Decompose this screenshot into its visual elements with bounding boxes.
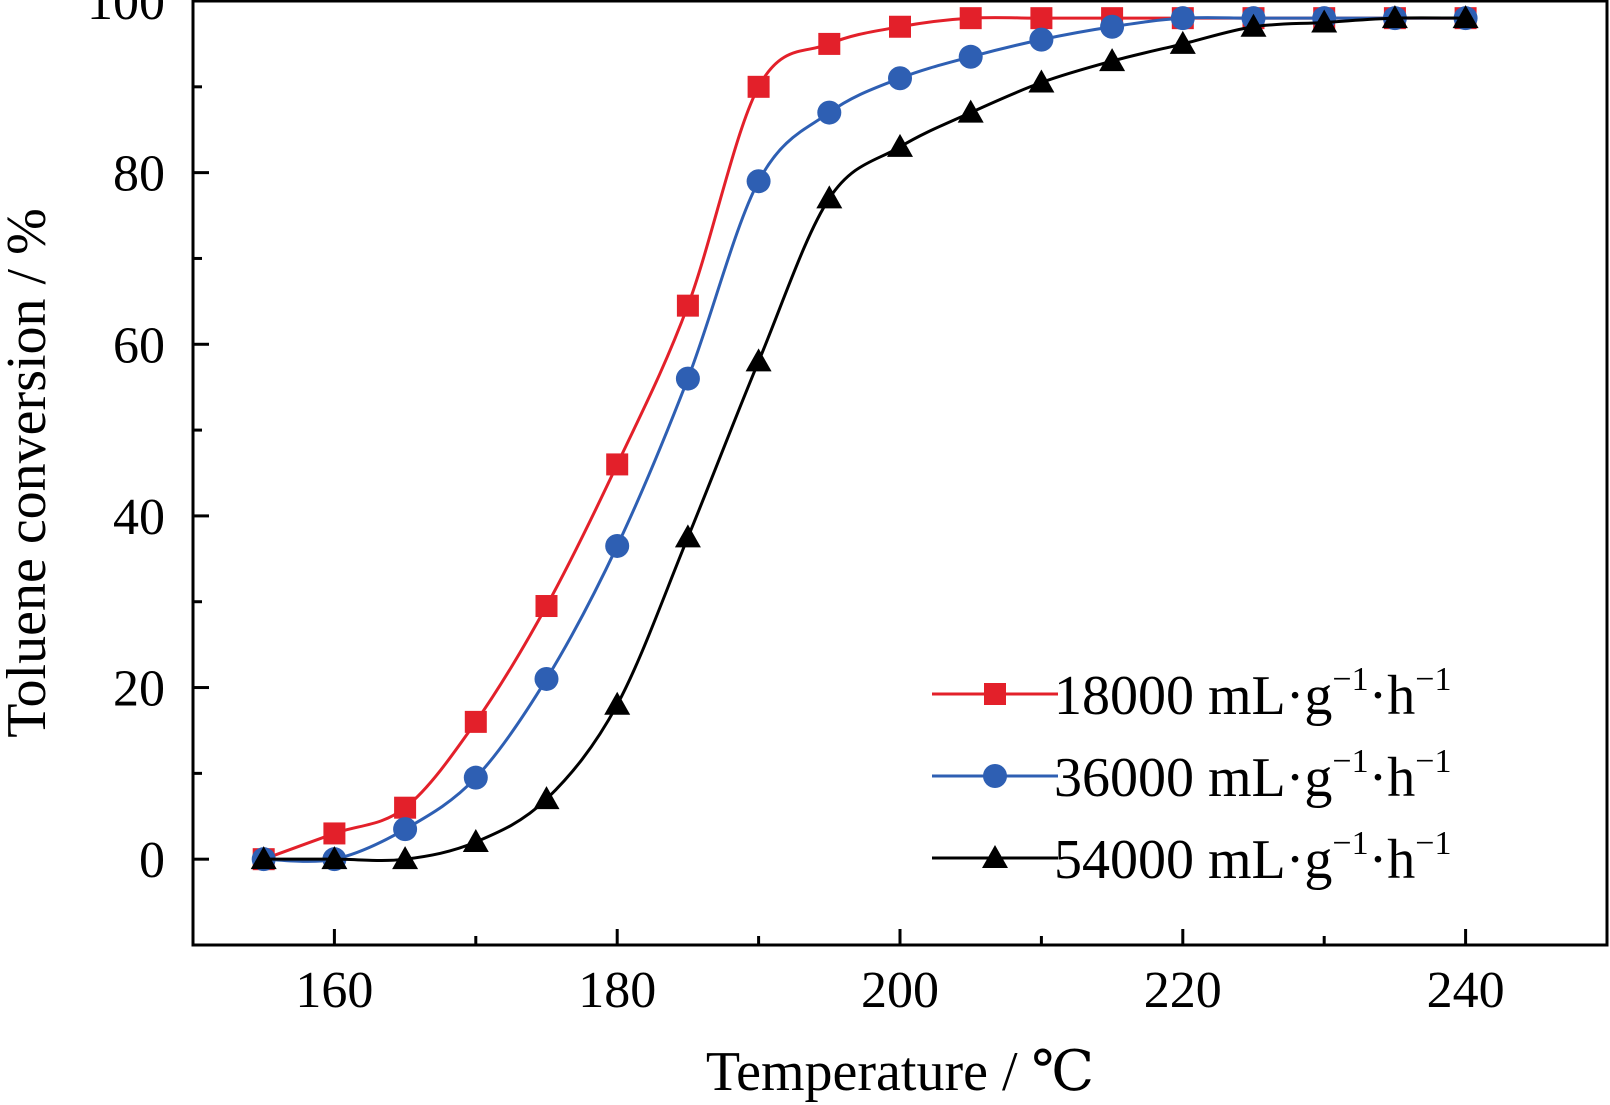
series-2	[251, 6, 1478, 872]
y-tick-label: 40	[113, 489, 165, 546]
y-axis-title: Toluene conversion / %	[0, 208, 58, 737]
data-point	[957, 99, 984, 123]
y-tick-label: 0	[139, 832, 165, 889]
x-tick-label: 240	[1427, 962, 1505, 1019]
x-tick-label: 200	[861, 962, 939, 1019]
data-point	[1240, 13, 1267, 37]
ticks-layer: 160 180 200 220 240 0 20 40 60 80 100	[87, 0, 1505, 1019]
data-point	[534, 666, 559, 691]
legend-marker	[982, 845, 1008, 868]
data-point	[394, 796, 417, 819]
legend-item-2: 36000 mL·g−1·h−1	[932, 743, 1451, 809]
legend-label: 36000 mL·g−1·h−1	[1054, 743, 1451, 809]
series-3	[250, 5, 1479, 870]
data-point	[250, 846, 277, 870]
series-1	[252, 7, 1477, 871]
data-point	[463, 765, 488, 790]
data-point	[533, 786, 560, 810]
data-point	[1381, 5, 1408, 29]
legend-item-1: 18000 mL·g−1·h−1	[932, 661, 1451, 727]
data-point	[818, 32, 841, 55]
data-point	[323, 822, 346, 845]
series-layer	[250, 5, 1479, 872]
data-point	[462, 829, 489, 853]
x-tick-label: 220	[1144, 962, 1222, 1019]
data-point	[958, 44, 983, 69]
data-point	[1452, 5, 1479, 29]
legend-marker	[984, 683, 1006, 705]
data-point	[606, 453, 629, 476]
data-point	[1311, 9, 1338, 33]
data-point	[1099, 48, 1126, 72]
data-point	[746, 169, 771, 194]
data-point	[887, 133, 913, 157]
data-point	[675, 366, 700, 391]
data-point	[1100, 14, 1125, 39]
data-point	[1030, 7, 1053, 30]
legend-label: 54000 mL·g−1·h−1	[1054, 825, 1451, 891]
data-point	[747, 75, 770, 98]
legend-item-3: 54000 mL·g−1·h−1	[932, 825, 1451, 891]
data-point	[604, 691, 631, 715]
y-tick-label: 80	[113, 146, 165, 203]
series-line	[263, 16, 1466, 862]
legend: 18000 mL·g−1·h−1 36000 mL·g−1·h−1 54000 mL…	[932, 661, 1451, 891]
legend-marker	[983, 764, 1007, 788]
data-point	[1029, 27, 1054, 52]
data-point	[959, 7, 982, 30]
data-point	[321, 846, 348, 870]
legend-label: 18000 mL·g−1·h−1	[1054, 661, 1451, 727]
x-tick-label: 180	[578, 962, 656, 1019]
data-point	[1028, 69, 1055, 93]
y-tick-label: 20	[113, 661, 165, 718]
data-point	[745, 348, 772, 372]
data-point	[888, 66, 912, 91]
x-tick-label: 160	[295, 962, 373, 1019]
data-point	[816, 185, 843, 209]
data-point	[605, 533, 630, 558]
series-line	[263, 16, 1466, 863]
y-tick-label: 60	[113, 317, 165, 374]
series-line	[263, 16, 1466, 861]
data-point	[674, 524, 701, 548]
data-point	[1169, 30, 1196, 54]
y-tick-label: 100	[87, 0, 165, 31]
data-point	[535, 595, 558, 618]
data-point	[392, 846, 419, 870]
data-point	[1170, 6, 1195, 31]
data-point	[889, 15, 911, 38]
data-point	[393, 817, 418, 842]
data-point	[464, 710, 487, 733]
data-point	[817, 100, 842, 125]
x-axis-title: Temperature / ℃	[706, 1041, 1094, 1103]
data-point	[676, 294, 699, 317]
